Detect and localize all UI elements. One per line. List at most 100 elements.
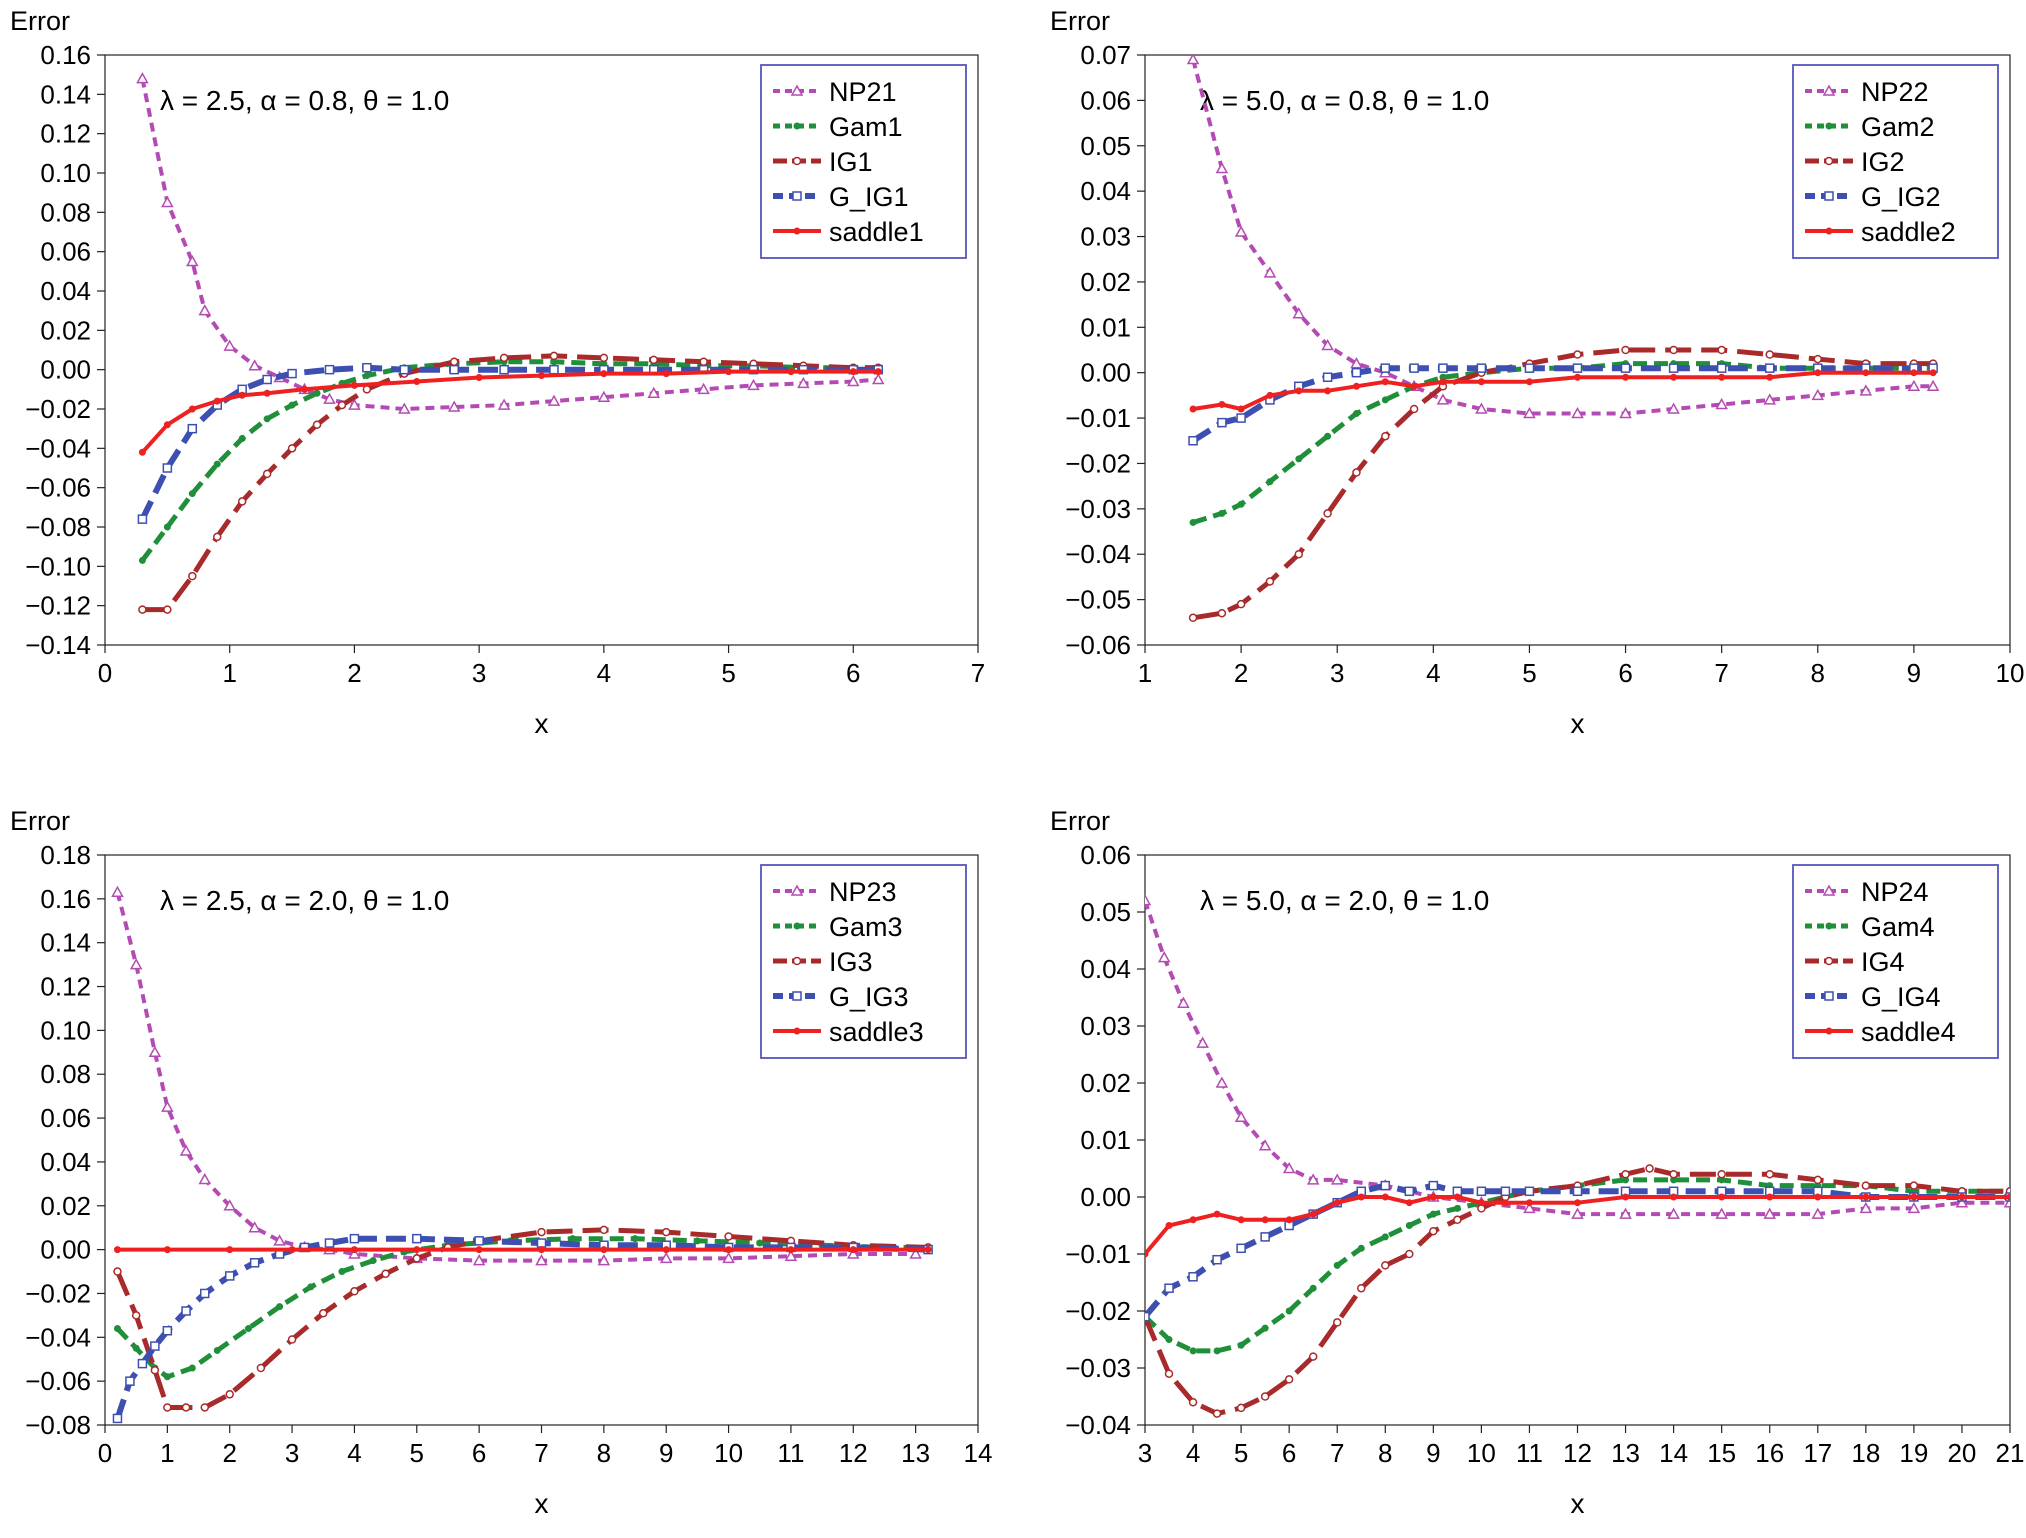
point-Gam1 (263, 415, 271, 423)
point-Gam4 (1453, 1204, 1461, 1212)
point-saddle1 (849, 368, 857, 376)
y-axis-label: Error (10, 806, 70, 836)
y-tick-label: 0.00 (1080, 358, 1131, 388)
point-IG1 (337, 400, 347, 410)
x-tick-label: 2 (222, 1438, 236, 1468)
plot-frame (1144, 54, 2011, 646)
point-NP23 (348, 1247, 361, 1259)
point-IG4 (1621, 1169, 1630, 1179)
x-tick-label: 12 (1563, 1438, 1592, 1468)
point-Gam3 (307, 1283, 315, 1291)
point-G_IG2 (1716, 363, 1727, 373)
y-tick-label: 0.12 (40, 119, 91, 149)
point-saddle1 (413, 377, 421, 385)
point-saddle1 (350, 381, 358, 389)
x-tick-label: 18 (1851, 1438, 1880, 1468)
legend-label-saddle1: saddle1 (829, 217, 924, 247)
point-NP22 (1263, 266, 1277, 278)
point-saddle3 (787, 1246, 795, 1254)
point-saddle1 (874, 368, 882, 376)
point-NP23 (909, 1247, 922, 1259)
point-NP24 (1145, 894, 1152, 906)
legend-marker-NP21 (790, 84, 804, 96)
point-saddle3 (350, 1246, 358, 1254)
point-IG4 (1188, 1397, 1198, 1407)
point-IG4 (1765, 1169, 1774, 1179)
point-G_IG4 (1476, 1186, 1487, 1197)
y-tick-label: −0.10 (25, 551, 91, 581)
point-Gam3 (756, 1239, 764, 1247)
point-G_IG1 (162, 463, 173, 473)
legend-label-G_IG3: G_IG3 (829, 982, 909, 1012)
y-tick-label: −0.05 (1065, 585, 1131, 615)
x-tick-label: 17 (1803, 1438, 1832, 1468)
point-saddle1 (163, 421, 171, 429)
y-tick-label: 0.04 (1080, 954, 1131, 984)
point-saddle3 (924, 1246, 932, 1254)
y-tick-label: 0.04 (40, 276, 91, 306)
legend-marker-IG3 (792, 956, 802, 966)
point-G_IG3 (474, 1236, 484, 1246)
point-IG1 (188, 571, 197, 581)
point-G_IG3 (137, 1358, 148, 1369)
y-tick-label: 0.03 (1080, 1011, 1131, 1041)
point-saddle3 (475, 1246, 483, 1254)
point-NP24 (1955, 1196, 1969, 1208)
y-tick-label: 0.02 (40, 1191, 91, 1221)
point-G_IG2 (1764, 363, 1775, 373)
point-saddle4 (1525, 1199, 1533, 1207)
point-NP23 (722, 1251, 735, 1264)
point-IG4 (1669, 1169, 1678, 1179)
point-NP22 (1571, 406, 1584, 419)
y-tick-label: 0.16 (40, 884, 91, 914)
point-saddle3 (413, 1246, 421, 1254)
x-tick-label: 1 (222, 658, 236, 688)
legend-label-NP24: NP24 (1861, 877, 1929, 907)
point-NP21 (597, 390, 611, 402)
legend-marker-Gam4 (1825, 922, 1833, 930)
point-Gam1 (313, 389, 321, 397)
point-saddle2 (1670, 373, 1678, 381)
point-G_IG3 (349, 1233, 360, 1244)
point-G_IG2 (1668, 363, 1679, 373)
parameter-annotation: λ = 5.0, α = 0.8, θ = 1.0 (1200, 85, 1489, 116)
point-NP23 (198, 1172, 212, 1185)
point-G_IG3 (150, 1341, 160, 1351)
point-Gam4 (1405, 1222, 1413, 1229)
parameter-annotation: λ = 2.5, α = 2.0, θ = 1.0 (160, 885, 449, 916)
x-axis-label: x (535, 1488, 549, 1519)
x-tick-label: 3 (472, 658, 486, 688)
legend-marker-G_IG3 (792, 991, 802, 1001)
y-tick-label: −0.02 (1065, 448, 1131, 478)
point-G_IG3 (249, 1258, 260, 1268)
point-IG3 (287, 1335, 297, 1344)
point-NP21 (248, 359, 261, 371)
plot-frame (104, 54, 979, 646)
point-G_IG1 (549, 364, 559, 375)
point-NP23 (129, 958, 143, 970)
y-tick-label: −0.08 (25, 512, 91, 542)
point-saddle4 (1766, 1193, 1774, 1201)
point-IG2 (1381, 431, 1390, 441)
point-saddle2 (1189, 405, 1197, 413)
x-tick-label: 19 (1899, 1438, 1928, 1468)
point-IG4 (1861, 1181, 1871, 1190)
y-tick-label: 0.14 (40, 79, 91, 109)
point-NP23 (847, 1247, 860, 1259)
legend-label-IG4: IG4 (1861, 947, 1905, 977)
point-IG1 (237, 497, 247, 506)
point-IG4 (1909, 1181, 1919, 1190)
point-NP24 (1258, 1139, 1272, 1151)
series-line-NP22 (1191, 58, 1934, 416)
y-tick-label: −0.14 (25, 630, 91, 660)
point-Gam4 (1381, 1233, 1389, 1241)
point-Gam1 (138, 556, 146, 564)
y-tick-label: 0.00 (40, 355, 91, 385)
y-tick-label: 0.04 (40, 1147, 91, 1177)
point-NP24 (1859, 1201, 1873, 1214)
point-IG3 (200, 1403, 210, 1412)
legend-label-saddle4: saddle4 (1861, 1017, 1956, 1047)
y-axis-label: Error (1050, 6, 1110, 36)
point-saddle2 (1718, 373, 1726, 381)
point-NP24 (1196, 1036, 1209, 1048)
